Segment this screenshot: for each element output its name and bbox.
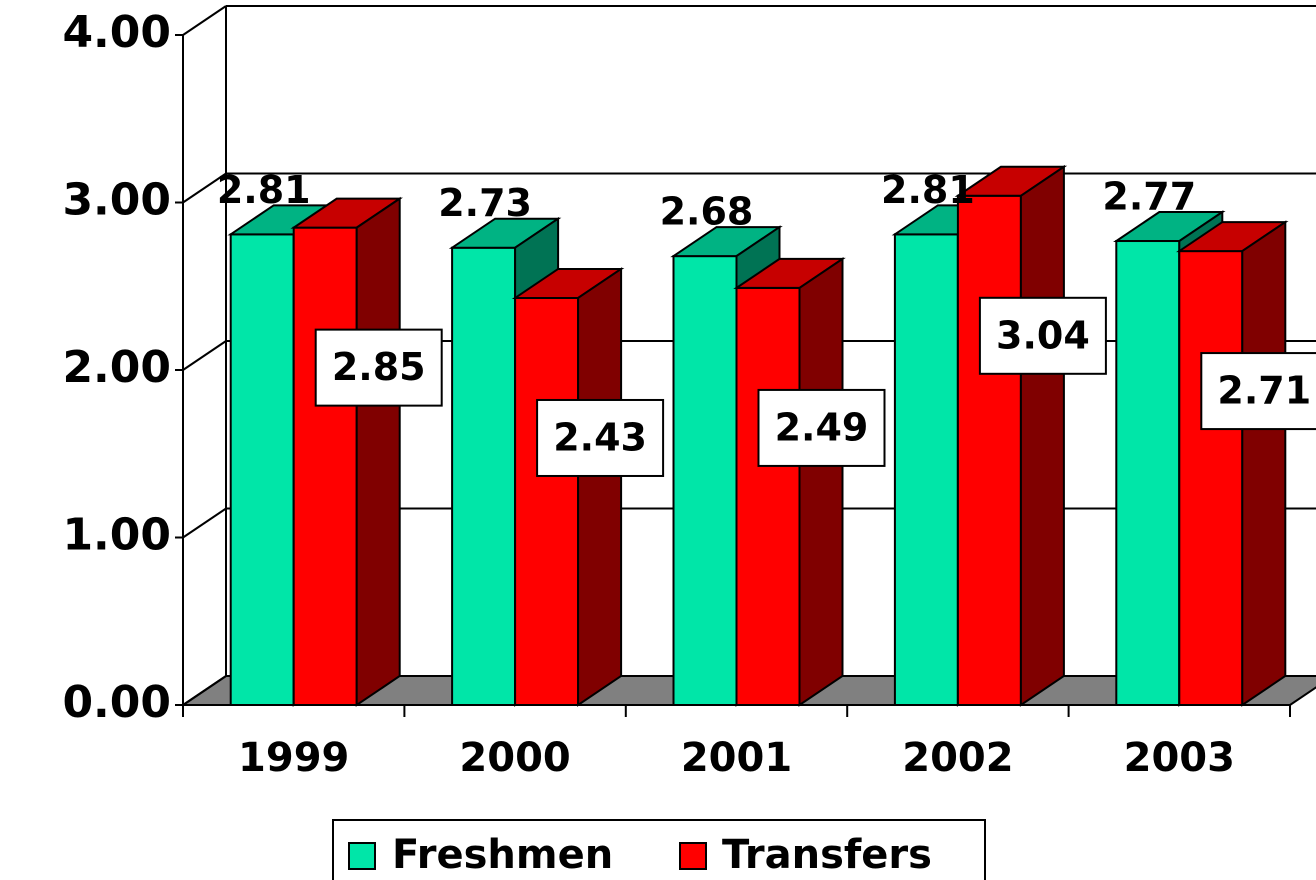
bar-front bbox=[451, 246, 517, 706]
data-label-box bbox=[536, 398, 665, 477]
legend: Freshmen Transfers bbox=[332, 819, 986, 880]
legend-label: Transfers bbox=[722, 832, 932, 878]
bar-front bbox=[292, 226, 358, 706]
data-label-box bbox=[314, 328, 443, 407]
x-tick-label: 2002 bbox=[902, 735, 1013, 781]
bar-front bbox=[956, 194, 1022, 707]
y-tick-label: 3.00 bbox=[62, 175, 171, 226]
legend-box bbox=[332, 819, 986, 880]
bar-side bbox=[1019, 164, 1065, 707]
bar-side bbox=[798, 257, 844, 707]
wall-tick bbox=[182, 340, 227, 371]
y-tick-label: 1.00 bbox=[62, 510, 171, 561]
legend-swatch bbox=[348, 842, 376, 870]
bar-front bbox=[229, 233, 295, 706]
bar-side bbox=[1241, 220, 1287, 707]
x-tick-label: 2003 bbox=[1124, 735, 1235, 781]
data-label: 2.85 bbox=[332, 345, 426, 389]
bar-front bbox=[1178, 250, 1244, 706]
data-label-box bbox=[1200, 352, 1316, 431]
wall-tick bbox=[182, 675, 227, 706]
data-label-box bbox=[757, 388, 886, 467]
bar-front bbox=[514, 296, 580, 706]
x-tick-label: 1999 bbox=[238, 735, 349, 781]
bar-front bbox=[893, 233, 959, 706]
wall-tick bbox=[182, 507, 227, 539]
bar-front bbox=[672, 255, 738, 706]
bar-side bbox=[355, 196, 401, 707]
data-label: 2.43 bbox=[553, 415, 647, 459]
data-label: 2.49 bbox=[775, 405, 869, 449]
x-tick-label: 2000 bbox=[459, 735, 570, 781]
data-label: 2.73 bbox=[438, 181, 532, 225]
y-tick-label: 2.00 bbox=[62, 342, 171, 393]
data-label: 2.68 bbox=[660, 190, 754, 234]
y-tick-label: 4.00 bbox=[62, 7, 171, 58]
bar-front bbox=[1115, 240, 1181, 706]
data-label: 2.71 bbox=[1217, 369, 1311, 413]
legend-label: Freshmen bbox=[392, 832, 613, 878]
bar-front bbox=[735, 286, 801, 706]
data-label: 2.77 bbox=[1102, 175, 1196, 219]
bar-side bbox=[577, 267, 623, 707]
legend-swatch bbox=[679, 842, 707, 870]
x-tick-label: 2001 bbox=[681, 735, 792, 781]
wall-tick bbox=[182, 5, 227, 36]
data-label-box bbox=[978, 296, 1107, 375]
data-label: 2.81 bbox=[217, 168, 311, 212]
wall-tick bbox=[182, 172, 227, 204]
data-label: 3.04 bbox=[996, 313, 1090, 357]
y-tick-label: 0.00 bbox=[62, 677, 171, 728]
data-label: 2.81 bbox=[881, 168, 975, 212]
